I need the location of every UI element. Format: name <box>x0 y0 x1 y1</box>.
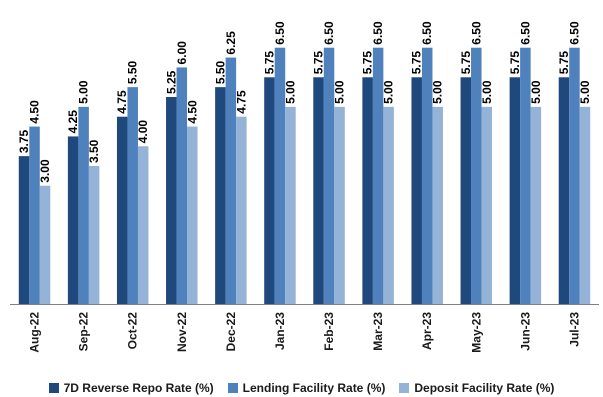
bar-lending-facility-jan-23 <box>274 47 286 304</box>
bar-reverse-repo-apr-23 <box>411 77 422 305</box>
data-labels-group: 3.75 4.50 3.00 4.25 5.00 3.50 4.75 5.50 4.00 5.25… <box>17 21 592 183</box>
legend-label-reverse-repo: 7D Reverse Repo Rate (%) <box>63 380 214 395</box>
bar-lending-facility-jul-23 <box>569 47 580 304</box>
x-tick-label-mar-23: Mar-23 <box>371 312 385 351</box>
bar-lending-facility-apr-23 <box>421 47 433 304</box>
bar-lending-facility-dec-22 <box>225 57 237 305</box>
data-label-reverse-repo-may-23: 5.75 <box>459 51 473 75</box>
bar-reverse-repo-dec-22 <box>215 87 226 305</box>
data-label-reverse-repo-sep-22: 4.25 <box>66 110 80 134</box>
data-label-lending-facility-aug-22: 4.50 <box>28 100 42 124</box>
bar-lending-facility-may-23 <box>471 47 482 304</box>
bar-lending-facility-aug-22 <box>29 126 40 304</box>
x-tick-label-jul-23: Jul-23 <box>567 312 581 347</box>
x-tick-label-sep-22: Sep-22 <box>77 312 91 352</box>
x-tick-label-oct-22: Oct-22 <box>126 312 140 350</box>
data-label-lending-facility-nov-22: 6.00 <box>175 41 189 65</box>
data-label-reverse-repo-jun-23: 5.75 <box>508 51 522 75</box>
data-label-reverse-repo-apr-23: 5.75 <box>410 51 424 75</box>
bar-reverse-repo-jan-23 <box>264 77 275 305</box>
data-label-deposit-facility-feb-23: 5.00 <box>333 80 347 104</box>
data-label-lending-facility-apr-23: 6.50 <box>420 21 434 45</box>
data-label-reverse-repo-jul-23: 5.75 <box>557 51 571 75</box>
bar-reverse-repo-jun-23 <box>509 77 521 305</box>
x-tick-label-nov-22: Nov-22 <box>175 312 189 352</box>
legend-item-reverse-repo: 7D Reverse Repo Rate (%) <box>48 380 214 395</box>
bar-lending-facility-jun-23 <box>520 47 531 304</box>
bar-deposit-facility-oct-22 <box>137 146 149 304</box>
data-label-reverse-repo-oct-22: 4.75 <box>115 90 129 114</box>
data-label-lending-facility-jul-23: 6.50 <box>567 21 581 45</box>
data-label-lending-facility-feb-23: 6.50 <box>322 21 336 45</box>
data-label-lending-facility-dec-22: 6.25 <box>224 31 238 55</box>
data-label-reverse-repo-dec-22: 5.50 <box>213 60 227 84</box>
data-label-lending-facility-mar-23: 6.50 <box>371 21 385 45</box>
data-label-deposit-facility-may-23: 5.00 <box>480 80 494 104</box>
bar-lending-facility-nov-22 <box>176 67 188 304</box>
bar-reverse-repo-nov-22 <box>166 97 177 304</box>
bar-reverse-repo-mar-23 <box>362 77 373 305</box>
bar-deposit-facility-feb-23 <box>334 106 345 304</box>
data-label-deposit-facility-jun-23: 5.00 <box>529 80 543 104</box>
bars-group <box>18 47 591 305</box>
bar-deposit-facility-sep-22 <box>88 166 100 304</box>
bar-deposit-facility-dec-22 <box>236 116 247 304</box>
data-label-deposit-facility-oct-22: 4.00 <box>136 120 150 144</box>
bar-deposit-facility-apr-23 <box>432 106 443 304</box>
legend-swatch-deposit-facility <box>399 382 410 393</box>
data-label-reverse-repo-feb-23: 5.75 <box>312 51 326 75</box>
x-tick-label-feb-23: Feb-23 <box>322 312 336 351</box>
bar-reverse-repo-jul-23 <box>558 77 570 305</box>
bar-deposit-facility-aug-22 <box>39 185 51 304</box>
x-tick-labels-group: Aug-22 Sep-22 Oct-22 Nov-22 Dec-22 Jan-23 Feb-… <box>28 312 582 353</box>
data-label-lending-facility-jan-23: 6.50 <box>273 21 287 45</box>
x-tick-label-apr-23: Apr-23 <box>420 312 434 350</box>
x-tick-label-aug-22: Aug-22 <box>28 312 42 353</box>
bar-deposit-facility-jan-23 <box>285 106 296 304</box>
bar-reverse-repo-sep-22 <box>67 136 79 304</box>
bar-reverse-repo-aug-22 <box>18 156 30 304</box>
legend: 7D Reverse Repo Rate (%) Lending Facilit… <box>0 378 603 397</box>
data-label-reverse-repo-aug-22: 3.75 <box>17 129 31 153</box>
bar-chart: 3.75 4.50 3.00 4.25 5.00 3.50 4.75 5.50 4.00 5.25… <box>10 21 599 353</box>
bar-reverse-repo-feb-23 <box>313 77 324 305</box>
legend-item-deposit-facility: Deposit Facility Rate (%) <box>399 381 554 395</box>
data-label-lending-facility-sep-22: 5.00 <box>77 80 91 104</box>
legend-label-lending-facility: Lending Facility Rate (%) <box>242 380 386 395</box>
data-label-reverse-repo-nov-22: 5.25 <box>164 70 178 94</box>
bar-reverse-repo-may-23 <box>460 77 472 305</box>
data-label-lending-facility-oct-22: 5.50 <box>126 60 140 84</box>
data-label-deposit-facility-apr-23: 5.00 <box>431 80 445 104</box>
bar-reverse-repo-oct-22 <box>116 116 128 304</box>
data-label-deposit-facility-dec-22: 4.75 <box>234 90 248 114</box>
bar-deposit-facility-jun-23 <box>530 106 542 304</box>
data-label-deposit-facility-jul-23: 5.00 <box>578 80 592 104</box>
bar-lending-facility-oct-22 <box>127 87 138 305</box>
legend-label-deposit-facility: Deposit Facility Rate (%) <box>414 380 555 395</box>
data-label-deposit-facility-nov-22: 4.50 <box>185 100 199 124</box>
x-tick-label-jun-23: Jun-23 <box>518 312 532 351</box>
data-label-lending-facility-may-23: 6.50 <box>469 21 483 45</box>
data-label-deposit-facility-sep-22: 3.50 <box>87 139 101 163</box>
bar-deposit-facility-jul-23 <box>579 106 591 304</box>
data-label-deposit-facility-aug-22: 3.00 <box>38 159 52 183</box>
data-label-reverse-repo-mar-23: 5.75 <box>361 51 375 75</box>
bar-lending-facility-mar-23 <box>372 47 384 304</box>
legend-item-lending-facility: Lending Facility Rate (%) <box>227 380 386 395</box>
legend-swatch-reverse-repo <box>48 382 59 393</box>
x-tick-label-may-23: May-23 <box>469 312 483 353</box>
x-tick-label-dec-22: Dec-22 <box>224 312 238 352</box>
bar-deposit-facility-nov-22 <box>187 126 198 304</box>
legend-swatch-lending-facility <box>227 382 238 393</box>
data-label-lending-facility-jun-23: 6.50 <box>518 21 532 45</box>
x-tick-label-jan-23: Jan-23 <box>273 312 287 350</box>
bar-deposit-facility-may-23 <box>481 106 493 304</box>
bar-lending-facility-sep-22 <box>78 106 89 304</box>
data-label-deposit-facility-jan-23: 5.00 <box>283 80 297 104</box>
data-label-reverse-repo-jan-23: 5.75 <box>262 51 276 75</box>
data-label-deposit-facility-mar-23: 5.00 <box>382 80 396 104</box>
bar-deposit-facility-mar-23 <box>383 106 394 304</box>
bar-lending-facility-feb-23 <box>323 47 335 304</box>
